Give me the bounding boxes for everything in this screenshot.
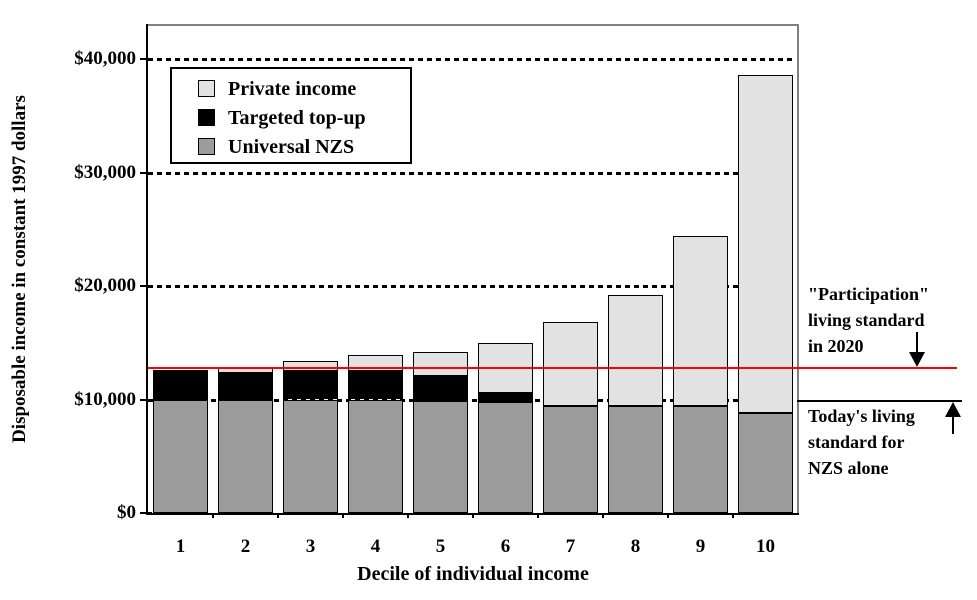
bar-segment-private-income [738,74,793,414]
x-tick-mark [407,513,409,518]
today-annotation: Today's living standard for NZS alone [808,403,915,481]
y-axis-line [146,24,148,514]
reference-line-participation [148,366,957,369]
y-tick-mark [140,398,152,401]
x-tick-label: 9 [695,536,706,557]
bar-segment-private-income [413,351,468,376]
down-arrow-icon [909,352,925,367]
bar-segment-private-income [608,295,663,407]
participation-annotation: "Participation" living standard in 2020 [808,281,929,359]
y-tick-mark [140,171,152,174]
legend-label: Targeted top-up [228,106,366,129]
bar-segment-universal-nzs [153,399,208,513]
x-tick-label: 4 [370,536,381,557]
x-tick-mark [472,513,474,518]
bar-segment-universal-nzs [543,406,598,513]
x-tick-label: 10 [756,536,775,557]
bar-segment-private-income [348,355,403,372]
x-tick-label: 3 [305,536,316,557]
bar-segment-universal-nzs [283,399,338,513]
bar-segment-universal-nzs [218,399,273,513]
bar-segment-targeted-top-up [413,375,468,401]
gridline [148,398,796,402]
y-tick-label: $30,000 [74,161,136,183]
x-tick-mark [277,513,279,518]
bar-segment-targeted-top-up [218,373,273,400]
up-arrow-stem [952,416,954,434]
plot-border-top [148,24,799,26]
x-tick-mark [342,513,344,518]
annotation-line: in 2020 [808,336,864,356]
y-tick-label: $40,000 [74,48,136,70]
y-tick-mark [140,512,152,514]
bar-segment-universal-nzs [738,413,793,513]
universal-nzs-swatch-icon [198,138,215,155]
legend-item-targeted-top-up: Targeted top-up [172,103,410,132]
y-tick-mark [140,58,152,61]
x-tick-label: 7 [565,536,576,557]
reference-line-today [797,399,962,402]
bar-segment-private-income [283,360,338,372]
annotation-line: Today's living [808,406,915,426]
y-axis-title: Disposable income in constant 1997 dolla… [9,95,30,443]
annotation-line: living standard [808,310,925,330]
bar-segment-universal-nzs [608,406,663,513]
x-tick-label: 6 [500,536,511,557]
bar-segment-targeted-top-up [478,392,533,402]
x-tick-label: 2 [240,536,251,557]
gridline [148,285,796,289]
y-tick-label: $20,000 [74,275,136,297]
private-income-swatch-icon [198,80,215,97]
legend-label: Private income [228,77,357,100]
bar-segment-targeted-top-up [153,370,208,400]
legend-label: Universal NZS [228,135,355,158]
legend-item-private-income: Private income [172,74,410,103]
x-tick-mark [667,513,669,518]
up-arrow-icon [945,402,961,417]
annotation-line: "Participation" [808,284,929,304]
x-tick-mark [537,513,539,518]
down-arrow-stem [916,332,918,353]
x-tick-mark [212,513,214,518]
x-axis-title: Decile of individual income [357,563,589,585]
annotation-line: standard for [808,432,905,452]
bar-segment-universal-nzs [348,399,403,513]
bar-segment-targeted-top-up [283,371,338,400]
gridline [148,171,796,175]
annotation-line: NZS alone [808,458,889,478]
bar-segment-private-income [543,322,598,407]
bar-segment-universal-nzs [673,406,728,513]
y-tick-mark [140,285,152,288]
x-tick-label: 1 [175,536,186,557]
y-tick-label: $10,000 [74,388,136,410]
legend: Private income Targeted top-up Universal… [170,67,412,164]
bar-segment-universal-nzs [413,400,468,513]
y-tick-label: $0 [117,502,136,523]
x-tick-label: 5 [435,536,446,557]
bar-segment-targeted-top-up [348,371,403,400]
bar-segment-universal-nzs [478,401,533,513]
x-tick-mark [732,513,734,518]
legend-item-universal-nzs: Universal NZS [172,132,410,161]
x-tick-mark [602,513,604,518]
plot-border-right [797,24,799,514]
bar-segment-private-income [673,236,728,407]
gridline [148,58,796,62]
x-tick-label: 8 [630,536,641,557]
targeted-top-up-swatch-icon [198,109,215,126]
